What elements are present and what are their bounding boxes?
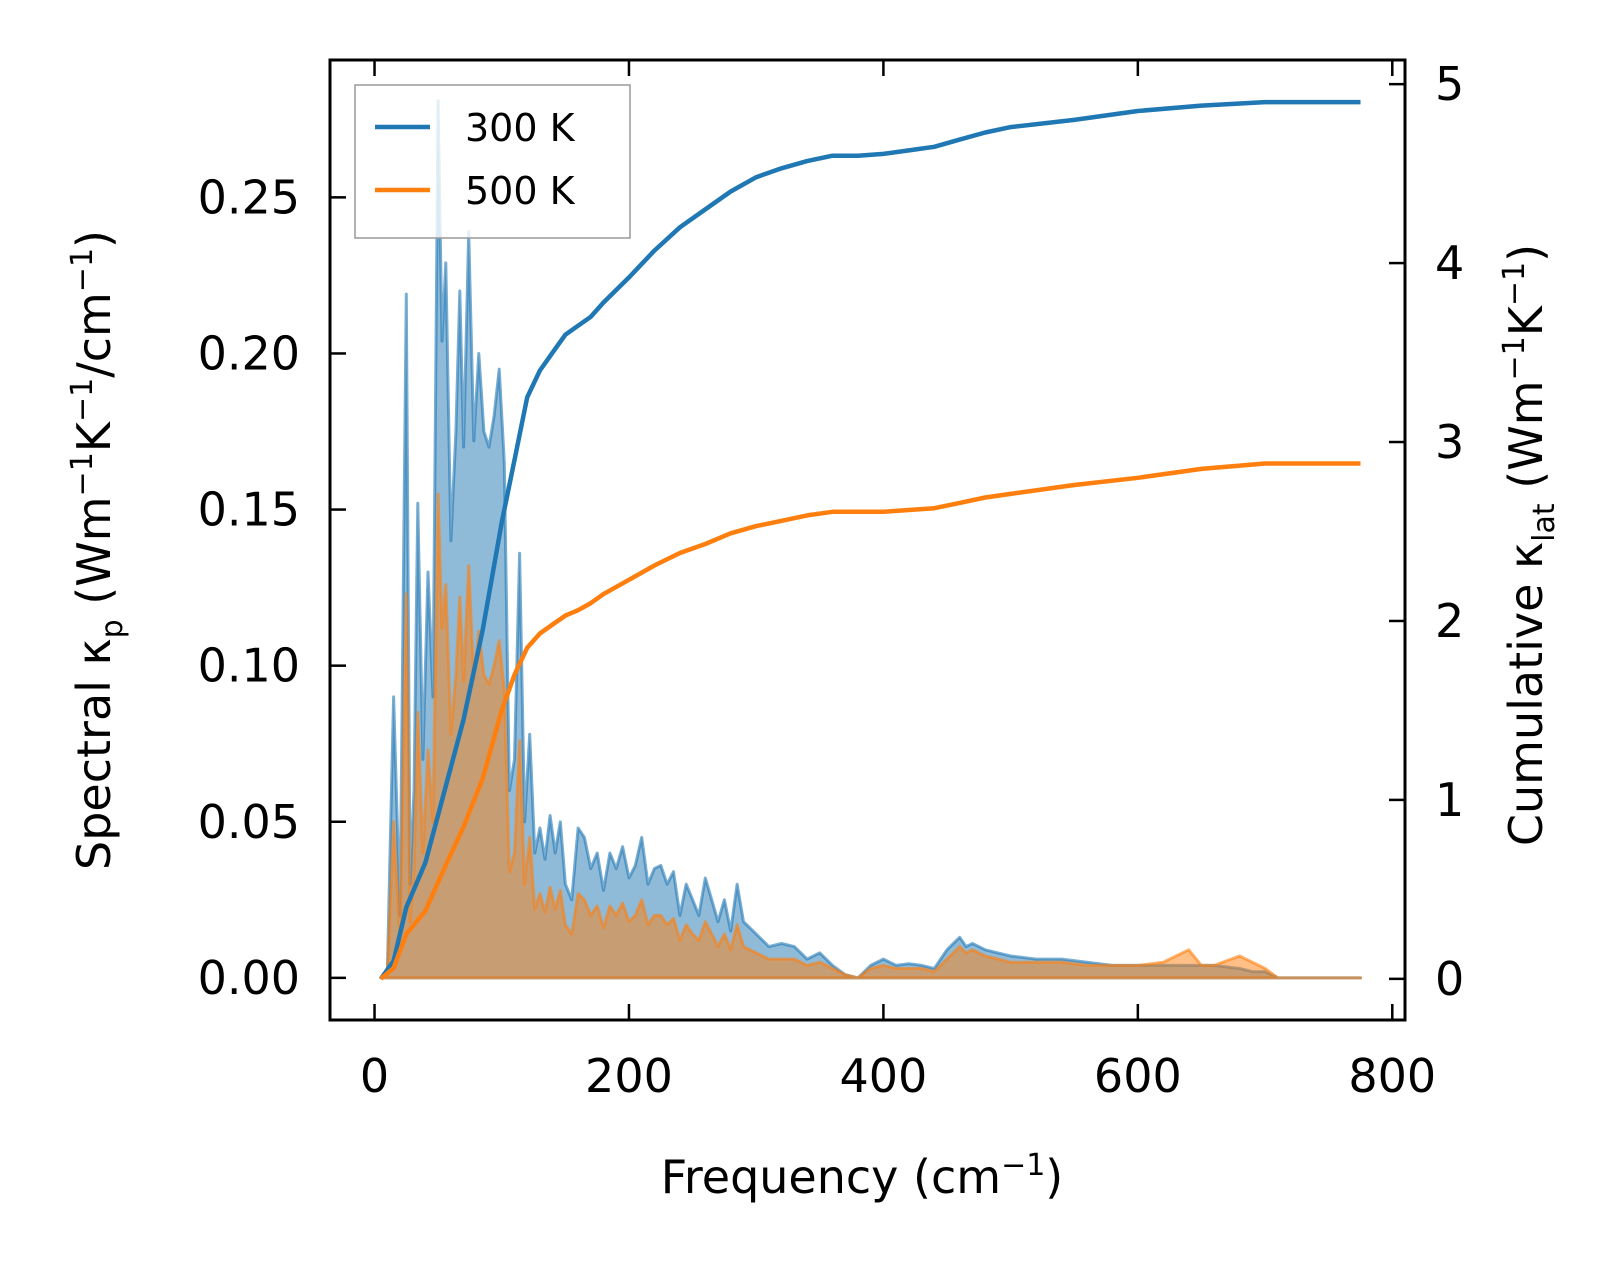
- y-left-tick-label: 0.10: [198, 639, 300, 693]
- y-left-tick-label: 0.20: [198, 326, 300, 380]
- y-right-tick-label: 1: [1435, 773, 1464, 827]
- y-left-tick-label: 0.00: [198, 951, 300, 1005]
- spectral-area-500k: [379, 492, 1362, 980]
- y-left-tick-label: 0.05: [198, 795, 300, 849]
- legend: 300 K 500 K: [354, 84, 631, 239]
- x-tick-label: 800: [1348, 1049, 1436, 1103]
- cumulative-line-500k: [379, 461, 1361, 981]
- axis-ticks: 0 200 400 600 800 0.00 0.05 0.10 0.15 0.20 0.25 0 1 2…: [198, 57, 1465, 1103]
- data-lines: [379, 99, 1361, 981]
- x-axis-label: Frequency (cm−1): [661, 1148, 1064, 1204]
- y-axis-left-label: Spectral κp (Wm−1K−1/cm−1): [65, 230, 130, 870]
- y-right-tick-label: 0: [1435, 952, 1464, 1006]
- plot-frame: [328, 58, 1407, 1022]
- y-left-tick-label: 0.15: [198, 483, 300, 537]
- x-tick-label: 0: [360, 1049, 389, 1103]
- x-tick-label: 600: [1094, 1049, 1182, 1103]
- y-right-tick-label: 4: [1435, 236, 1464, 290]
- y-axis-right-label: Cumulative κlat (Wm−1K−1): [1497, 244, 1562, 846]
- legend-label: 300 K: [465, 106, 576, 150]
- y-right-tick-label: 3: [1435, 415, 1464, 469]
- x-tick-label: 400: [839, 1049, 927, 1103]
- legend-box: [354, 84, 631, 239]
- x-tick-label: 200: [585, 1049, 673, 1103]
- y-right-tick-label: 2: [1435, 594, 1464, 648]
- y-left-tick-label: 0.25: [198, 170, 300, 224]
- spectral-fills: [379, 99, 1362, 980]
- legend-label: 500 K: [465, 169, 576, 213]
- cumulative-line-300k: [379, 99, 1361, 981]
- y-right-tick-label: 5: [1435, 57, 1464, 111]
